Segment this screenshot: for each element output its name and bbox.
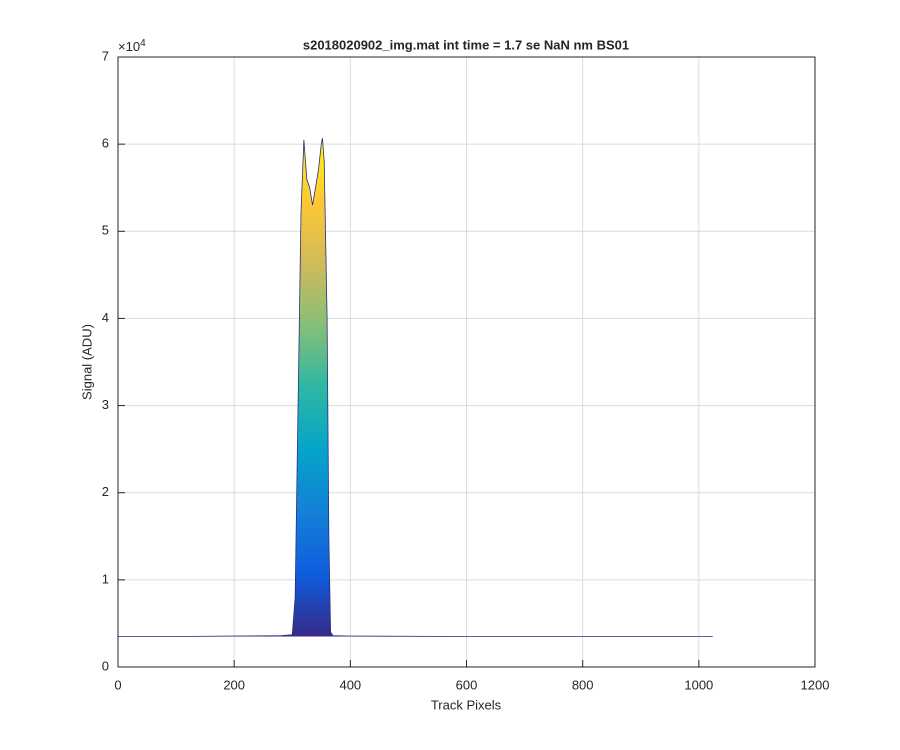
x-tick-label: 800 xyxy=(572,677,594,692)
y-tick-label: 3 xyxy=(102,397,109,412)
x-axis-label: Track Pixels xyxy=(431,697,502,712)
x-tick-label: 1200 xyxy=(801,677,830,692)
y-tick-label: 6 xyxy=(102,136,109,151)
signal-line xyxy=(118,137,713,637)
y-tick-label: 1 xyxy=(102,571,109,586)
y-exponent-base: ×10 xyxy=(118,39,140,54)
x-tick-label: 200 xyxy=(223,677,245,692)
y-exponent-power: 4 xyxy=(140,38,146,49)
plot-layer xyxy=(118,137,713,637)
x-tick-label: 0 xyxy=(114,677,121,692)
y-exponent: ×104 xyxy=(118,38,146,55)
x-tick-label: 1000 xyxy=(684,677,713,692)
x-tick-label: 400 xyxy=(339,677,361,692)
y-tick-label: 4 xyxy=(102,310,109,325)
y-axis-label: Signal (ADU) xyxy=(79,324,94,400)
y-tick-label: 7 xyxy=(102,48,109,63)
y-tick-label: 0 xyxy=(102,658,109,673)
ticks: 0 200 400 600 800 1000 1200 0 1 2 3 4 5 6 7 xyxy=(102,48,830,692)
y-tick-label: 5 xyxy=(102,223,109,238)
x-tick-label: 600 xyxy=(456,677,478,692)
chart-title: s2018020902_img.mat int time = 1.7 se Na… xyxy=(303,37,629,52)
y-tick-label: 2 xyxy=(102,484,109,499)
